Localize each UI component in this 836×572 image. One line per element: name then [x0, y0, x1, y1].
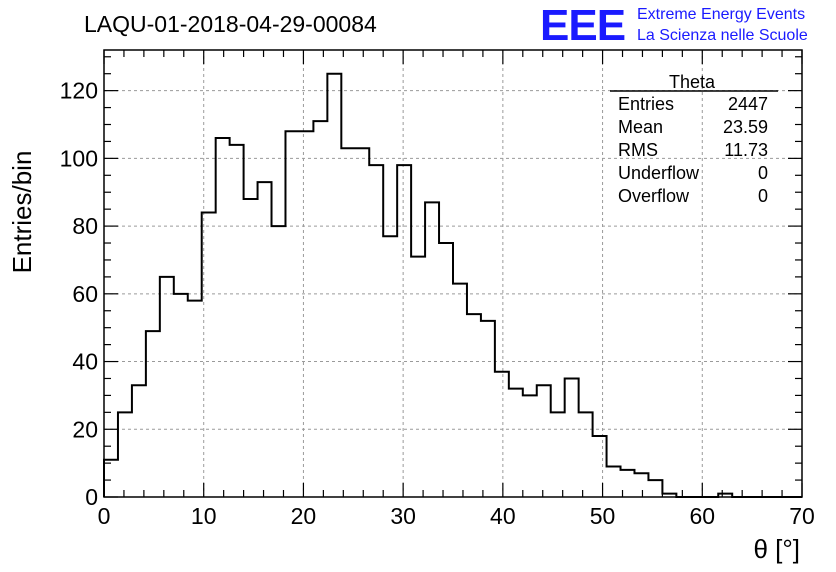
histogram-bin	[118, 412, 132, 497]
stats-box: Theta Entries 2447 Mean 23.59 RMS 11.73 …	[610, 72, 778, 206]
y-tick-label: 60	[72, 281, 98, 307]
eee-logo: EEE	[540, 1, 625, 50]
histogram-bin	[439, 243, 453, 497]
stats-label-overflow: Overflow	[618, 186, 690, 206]
histogram-bin	[160, 277, 174, 497]
axis-ticks	[103, 50, 803, 498]
histogram-bin	[425, 202, 439, 497]
histogram-bin	[188, 301, 202, 497]
histogram-bin	[481, 321, 495, 497]
histogram-bin	[467, 314, 481, 497]
stats-label-underflow: Underflow	[618, 163, 700, 183]
histogram-bin	[174, 294, 188, 497]
histogram-bin	[397, 165, 411, 497]
histogram-bin	[607, 467, 621, 497]
stats-value-underflow: 0	[758, 163, 768, 183]
histogram-bin	[369, 165, 383, 497]
histogram-bin	[132, 385, 146, 497]
stats-title: Theta	[669, 72, 716, 92]
x-tick-label: 50	[590, 503, 616, 529]
logo-line-2: La Scienza nelle Scuole	[637, 27, 808, 44]
stats-value-rms: 11.73	[724, 140, 768, 160]
plot-frame	[103, 49, 803, 498]
histogram-bin	[146, 331, 160, 497]
x-axis-title: θ [°]	[753, 534, 800, 564]
histogram-outline	[103, 72, 802, 498]
histogram-bin	[411, 257, 425, 497]
x-tick-label: 40	[490, 503, 516, 529]
y-tick-labels: 0 20 40 60 80 100 120	[60, 78, 98, 510]
histogram-bin	[593, 436, 607, 497]
histogram-bin	[579, 412, 593, 497]
histogram-bin	[258, 182, 272, 497]
histogram-bin	[299, 131, 313, 497]
logo-line-1: Extreme Energy Events	[637, 6, 805, 23]
histogram-bin	[453, 284, 467, 497]
y-tick-label: 20	[72, 416, 98, 442]
y-tick-label: 0	[85, 484, 98, 510]
histogram-bin	[327, 74, 341, 497]
histogram-bin	[355, 148, 369, 497]
stats-value-mean: 23.59	[723, 117, 768, 137]
histogram-bin	[313, 121, 327, 497]
histogram-bin	[565, 378, 579, 497]
histogram-bin	[341, 148, 355, 497]
x-tick-labels: 0 10 20 30 40 50 60 70	[98, 503, 815, 529]
histogram-bins	[104, 74, 732, 497]
chart-title: LAQU-01-2018-04-29-00084	[84, 11, 377, 37]
histogram-bin	[495, 372, 509, 497]
x-tick-label: 70	[789, 503, 815, 529]
x-tick-label: 20	[291, 503, 317, 529]
y-tick-label: 100	[60, 145, 98, 171]
histogram-bin	[509, 389, 523, 497]
stats-value-entries: 2447	[728, 94, 768, 114]
x-tick-label: 0	[98, 503, 111, 529]
y-tick-label: 120	[60, 78, 98, 104]
histogram-bin	[523, 395, 537, 497]
y-tick-label: 40	[72, 349, 98, 375]
x-tick-label: 60	[689, 503, 715, 529]
histogram-bin	[230, 145, 244, 497]
grid	[104, 50, 802, 497]
stats-label-mean: Mean	[618, 117, 663, 137]
x-tick-label: 30	[390, 503, 416, 529]
histogram-bin	[648, 480, 662, 497]
y-tick-label: 80	[72, 213, 98, 239]
histogram-bin	[383, 236, 397, 497]
histogram-bin	[216, 138, 230, 497]
stats-label-entries: Entries	[618, 94, 674, 114]
histogram-bin	[285, 131, 299, 497]
stats-label-rms: RMS	[618, 140, 658, 160]
stats-value-overflow: 0	[758, 186, 768, 206]
histogram-bin	[551, 412, 565, 497]
histogram-bin	[244, 199, 258, 497]
histogram-bin	[537, 385, 551, 497]
histogram-bin	[634, 473, 648, 497]
y-axis-title: Entries/bin	[7, 151, 37, 274]
histogram-bin	[104, 460, 118, 497]
x-tick-label: 10	[191, 503, 217, 529]
